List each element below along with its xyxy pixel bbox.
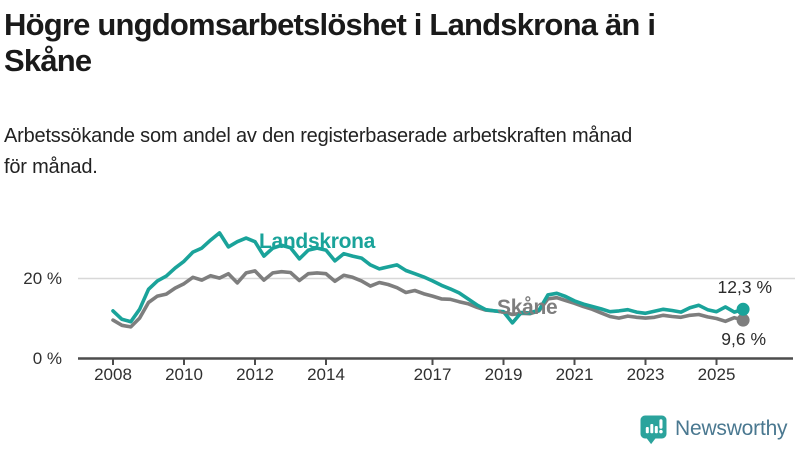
x-tick-label: 2014 [307, 365, 345, 384]
x-tick-label: 2021 [555, 365, 594, 384]
x-tick-label: 2012 [236, 365, 274, 384]
page-title: Högre ungdomsarbetslöshet i Landskrona ä… [4, 7, 800, 79]
skane-line [111, 269, 745, 329]
y-tick-label: 20 % [23, 268, 62, 288]
exclamation-bar [659, 418, 663, 429]
chart-subtitle-line-1: Arbetssökande som andel av den registerb… [4, 125, 633, 147]
exclamation-dot [659, 429, 663, 433]
skane-end-dot [736, 313, 750, 327]
series-label-landskrona: Landskrona [259, 230, 376, 253]
newsworthy-logo[interactable]: Newsworthy [639, 412, 788, 446]
chart-subtitle: Arbetssökande som andel av den registerb… [4, 121, 800, 183]
bar-chart-bubble-icon [640, 415, 667, 444]
landskrona-end-dot [736, 302, 750, 316]
bubble-shape [640, 415, 667, 444]
x-tick-label: 2017 [413, 365, 452, 384]
landskrona-line [111, 231, 745, 325]
end-value-skane: 9,6 % [721, 329, 766, 349]
end-value-landskrona: 12,3 % [717, 277, 772, 297]
x-tick-label: 2010 [165, 365, 203, 384]
series-label-skane: Skåne [497, 296, 558, 319]
bar-2 [650, 423, 654, 433]
chart-subtitle-line-2: för månad. [4, 156, 98, 178]
page-title-line-2: Skåne [4, 43, 92, 78]
x-tick-label: 2008 [94, 365, 132, 384]
x-tick-label: 2019 [484, 365, 523, 384]
page-title-line-1: Högre ungdomsarbetslöshet i Landskrona ä… [4, 7, 656, 42]
bar-3 [654, 425, 658, 433]
y-tick-label: 0 % [32, 348, 62, 368]
x-tick-label: 2023 [626, 365, 665, 384]
bar-1 [645, 426, 649, 433]
brand-name: Newsworthy [675, 417, 788, 440]
x-tick-label: 2025 [697, 365, 736, 384]
